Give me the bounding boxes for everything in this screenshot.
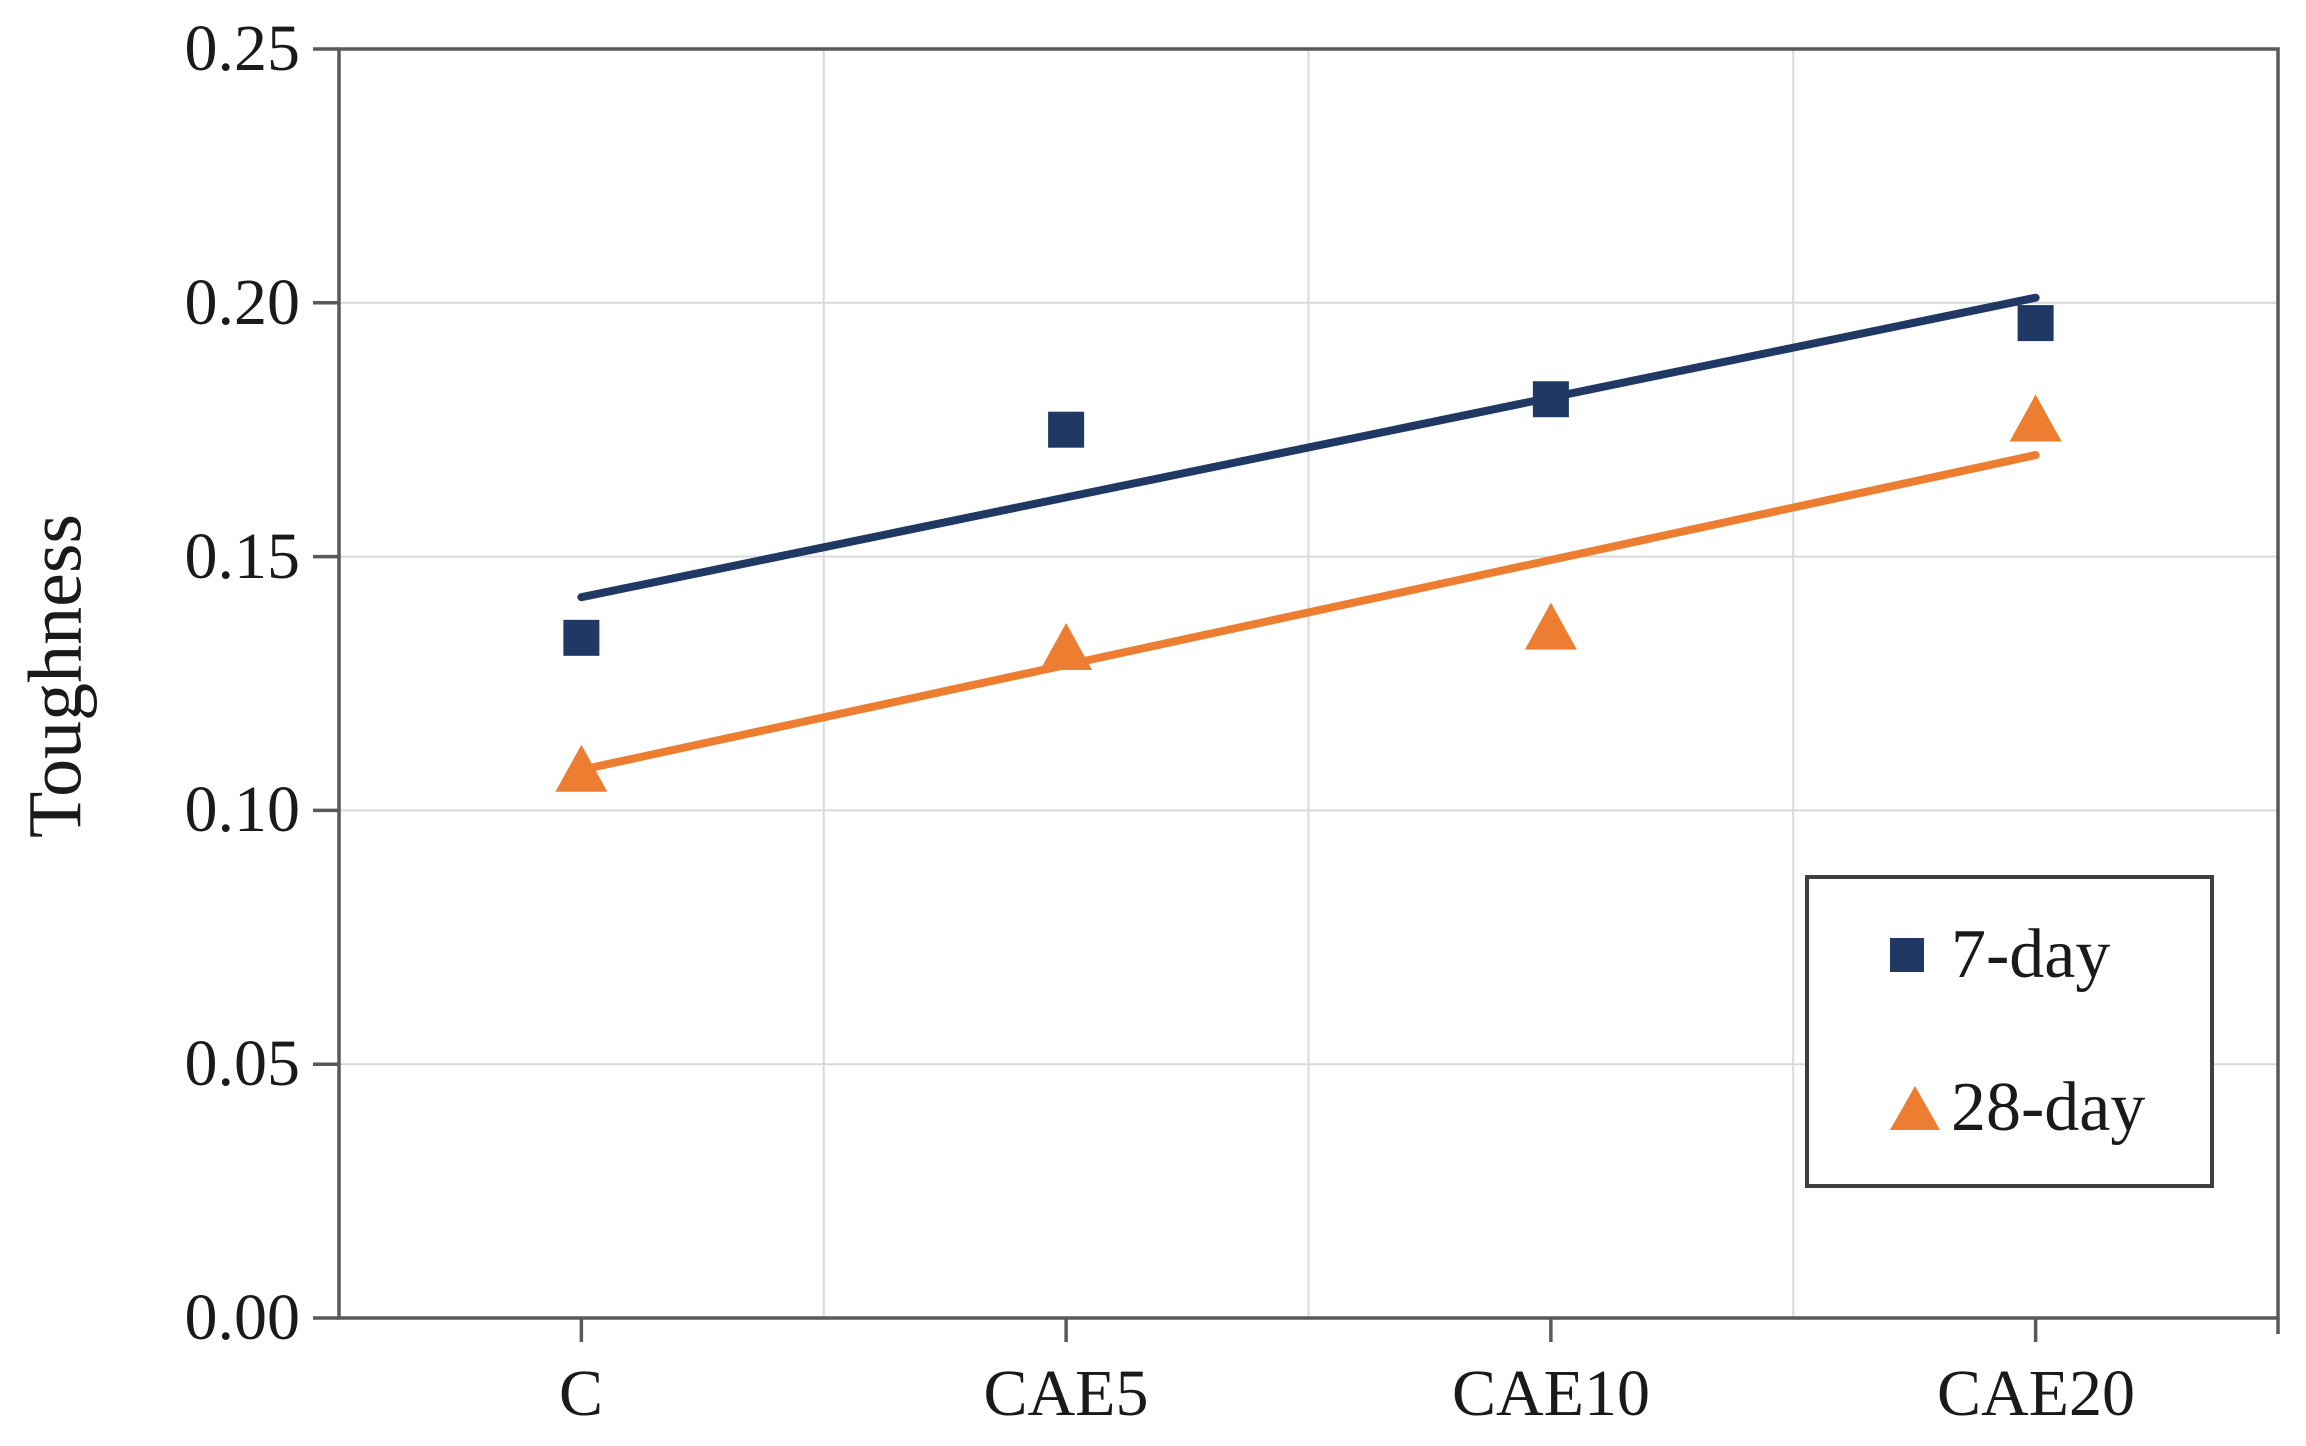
legend-label-28-day: 28-day (1951, 1068, 2146, 1146)
legend-item-28-day: 28-day (1809, 1032, 2210, 1185)
x-label-cae10: CAE10 (1452, 1357, 1650, 1430)
marker-7-day-CAE20 (2017, 305, 2054, 342)
legend-28-day-triangle-icon (1889, 1085, 1951, 1131)
marker-28-day-C (555, 744, 608, 792)
trendline-7-day (577, 293, 2040, 602)
y-tick-label-0.10: 0.10 (184, 773, 301, 846)
y-tick-label-0.15: 0.15 (184, 520, 301, 593)
legend-7-day-square-icon (1889, 937, 1951, 973)
trendline-28-day (577, 451, 2040, 774)
plot-border (337, 47, 2280, 1320)
x-label-cae20: CAE20 (1937, 1357, 2135, 1430)
legend-label-7-day: 7-day (1951, 916, 2111, 994)
legend-item-7-day: 7-day (1809, 879, 2210, 1032)
marker-28-day-CAE20 (2009, 394, 2062, 442)
marker-7-day-CAE5 (1048, 411, 1085, 448)
marker-28-day-CAE10 (1524, 602, 1577, 650)
x-label-c: C (558, 1357, 604, 1430)
y-tick-label-0.05: 0.05 (184, 1027, 301, 1100)
marker-7-day-C (563, 619, 600, 656)
y-tick-label-0.25: 0.25 (184, 12, 301, 85)
legend: 7-day 28-day (1805, 875, 2214, 1188)
y-tick-label-0.00: 0.00 (184, 1281, 301, 1354)
x-label-cae5: CAE5 (983, 1357, 1149, 1430)
marker-7-day-CAE10 (1532, 381, 1569, 418)
y-tick-label-0.20: 0.20 (184, 266, 301, 339)
marker-28-day-CAE5 (1040, 622, 1093, 670)
